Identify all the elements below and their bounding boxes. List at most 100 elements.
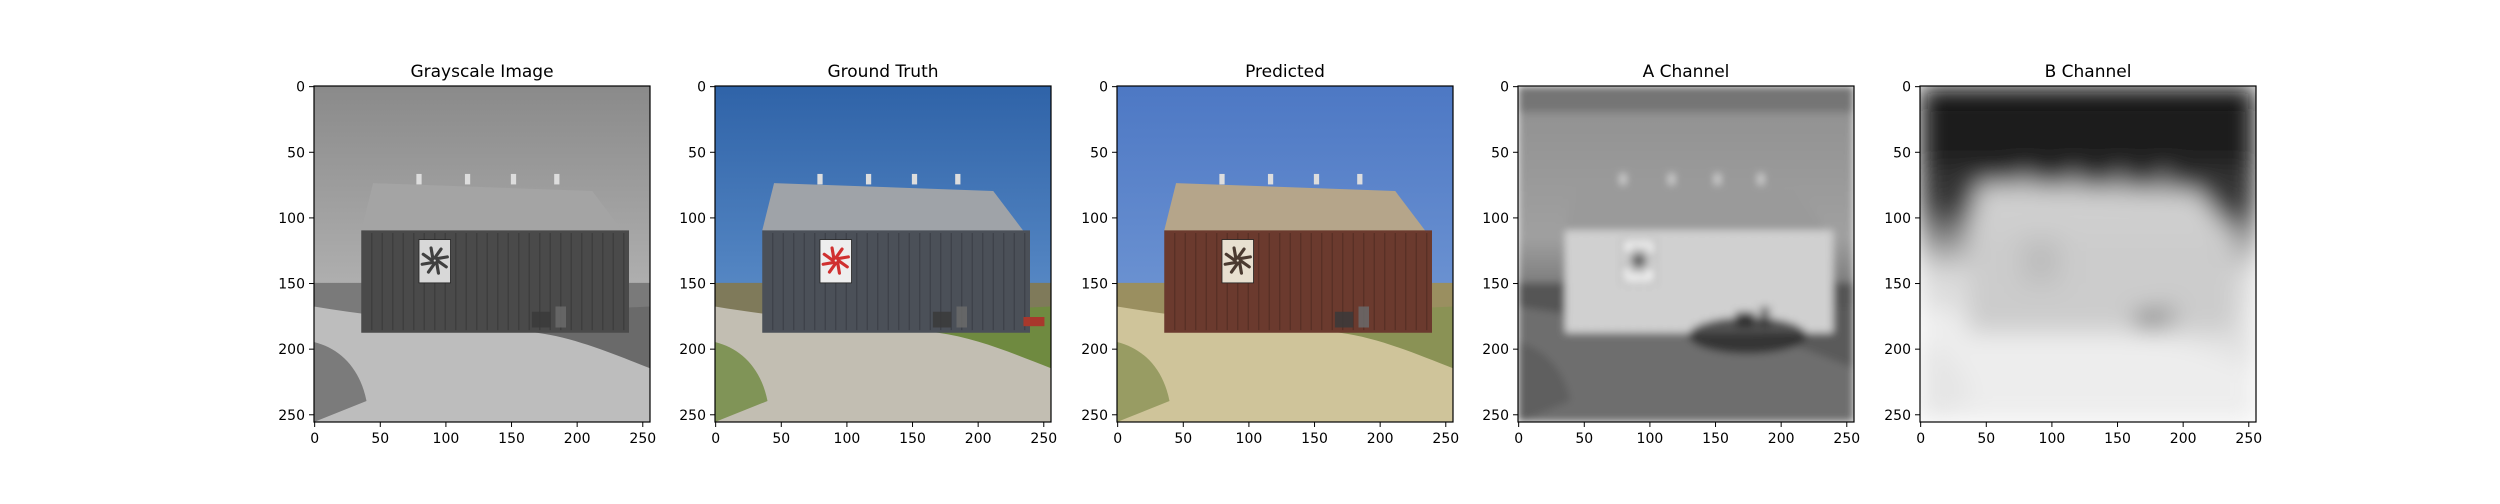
pinwheel-blade <box>1624 260 1639 266</box>
pinwheel-blade <box>827 261 838 274</box>
pinwheel-blade <box>1232 246 1238 261</box>
pinwheel-blade <box>420 260 435 266</box>
farm-equipment <box>1334 311 1354 328</box>
pinwheel-blade <box>421 252 434 263</box>
axes-frame <box>1919 85 2257 423</box>
pinwheel-blade <box>1630 261 1641 274</box>
axes-frame <box>1116 85 1454 423</box>
roof-vent <box>955 173 961 185</box>
pinwheel-blade <box>435 255 449 261</box>
pinwheel-blade <box>2041 260 2047 275</box>
panel-image <box>1518 86 1854 422</box>
y-tick-label: 150 <box>278 277 305 293</box>
x-tick-label: 200 <box>965 431 992 447</box>
pinwheel-blade <box>433 247 443 260</box>
y-tick-label: 150 <box>1482 277 1509 293</box>
barn-roof <box>1565 183 1833 240</box>
barn-roof <box>762 183 1030 240</box>
farm-equipment <box>2137 311 2157 328</box>
y-tick-label: 250 <box>679 408 706 424</box>
x-tick-label: 100 <box>834 431 861 447</box>
y-tick-label: 50 <box>1491 145 1509 161</box>
y-tick-label: 0 <box>1500 80 1509 96</box>
roof-vent <box>1620 173 1626 185</box>
axes-panel-2: Ground Truth 0 50 100 150 200 250 0 50 100 150 200 2… <box>679 62 1057 447</box>
roof-vent <box>510 173 517 185</box>
farm-equipment <box>956 306 967 328</box>
axes-panel-4: A Channel 0 50 100 150 200 250 0 50 100 150 200 250 <box>1482 62 1860 447</box>
pinwheel-blade <box>1238 258 1251 269</box>
x-tick-label: 150 <box>498 431 525 447</box>
y-tick-label: 100 <box>1482 211 1509 227</box>
x-tick-label: 0 <box>310 431 319 447</box>
pinwheel-blade <box>2039 247 2049 260</box>
x-tick-label: 50 <box>1977 431 1995 447</box>
roof-vent <box>1267 173 1274 185</box>
gravel-drive <box>1117 306 1453 422</box>
y-tick-label: 200 <box>679 342 706 358</box>
y-tick-label: 100 <box>1884 211 1911 227</box>
x-tick-label: 0 <box>1514 431 1523 447</box>
y-tick-label: 200 <box>278 342 305 358</box>
pinwheel-blade <box>834 247 844 260</box>
pinwheel-blade <box>2026 260 2041 266</box>
x-tick-label: 50 <box>772 431 790 447</box>
gravel-drive <box>715 306 1051 422</box>
farm-equipment <box>2161 306 2172 328</box>
y-tick-label: 50 <box>1090 145 1108 161</box>
pinwheel-blade <box>1633 246 1639 261</box>
pinwheel-blade <box>1639 258 1652 269</box>
pinwheel-blade <box>1238 255 1252 261</box>
roof-vent <box>2070 173 2077 185</box>
y-tick-label: 200 <box>1482 342 1509 358</box>
panel-image <box>314 86 650 422</box>
pinwheel-blade <box>1236 247 1246 260</box>
panel-title: Ground Truth <box>827 62 938 82</box>
barn-quilt <box>2024 239 2057 284</box>
roof-vent <box>2022 173 2028 185</box>
farm-equipment <box>1759 306 1770 328</box>
roof-vent <box>817 173 823 185</box>
left-grass <box>1920 341 1973 422</box>
y-tick-label: 250 <box>1884 408 1911 424</box>
pinwheel-blade <box>836 258 849 269</box>
pinwheel-blade <box>1223 260 1238 266</box>
pinwheel-blade <box>836 255 850 261</box>
pinwheel-blade <box>2032 261 2043 274</box>
barn-wall <box>1164 230 1432 333</box>
roof-vent <box>416 173 422 185</box>
pinwheel-blade <box>435 258 448 269</box>
left-grass <box>715 341 768 422</box>
y-tick-label: 0 <box>296 80 305 96</box>
x-tick-label: 200 <box>564 431 591 447</box>
x-tick-label: 150 <box>1702 431 1729 447</box>
x-tick-label: 100 <box>1236 431 1263 447</box>
gravel-drive <box>1518 306 1854 422</box>
panel-title: A Channel <box>1643 62 1730 82</box>
dark-region <box>1688 317 1807 354</box>
pinwheel-blade <box>1224 252 1237 263</box>
roof-vent <box>1668 173 1675 185</box>
x-tick-label: 200 <box>1367 431 1394 447</box>
left-grass <box>314 341 367 422</box>
farm-equipment <box>1358 306 1369 328</box>
pinwheel-blade <box>821 260 836 266</box>
axes-frame <box>1517 85 1855 423</box>
barn-quilt <box>418 239 451 284</box>
roof-vent <box>1758 173 1764 185</box>
x-tick-label: 150 <box>1301 431 1328 447</box>
barn-wall <box>1565 230 1833 333</box>
farm-equipment <box>531 311 551 328</box>
x-tick-label: 100 <box>1637 431 1664 447</box>
pinwheel-blade <box>836 260 842 275</box>
gravel-drive <box>314 306 650 422</box>
roof-vent <box>1357 173 1363 185</box>
y-tick-label: 200 <box>1884 342 1911 358</box>
x-tick-label: 100 <box>2039 431 2066 447</box>
barn-wall <box>1967 230 2235 333</box>
barn-roof <box>361 183 629 240</box>
y-tick-label: 250 <box>278 408 305 424</box>
pinwheel-blade <box>2035 246 2041 261</box>
